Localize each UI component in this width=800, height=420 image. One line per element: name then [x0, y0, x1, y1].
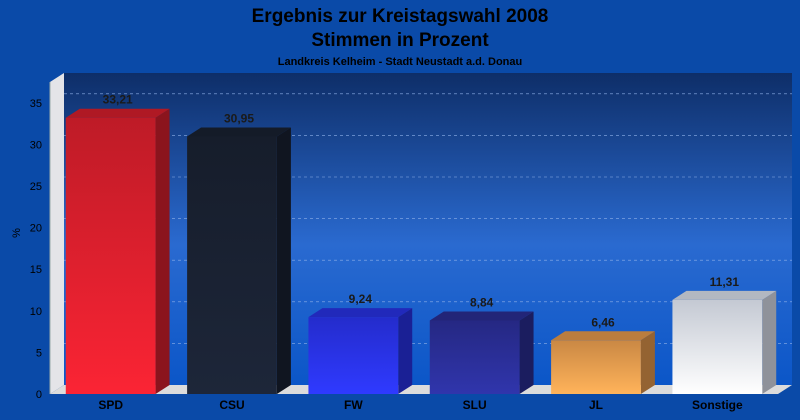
x-tick-label: CSU	[219, 398, 244, 412]
bar-top	[308, 308, 413, 318]
bar-side	[762, 290, 777, 394]
bar-jl	[551, 331, 655, 394]
y-tick-label: 0	[36, 389, 42, 401]
bar-side	[276, 127, 291, 394]
x-tick-label: Sonstige	[692, 398, 743, 412]
data-label: 11,31	[710, 275, 740, 289]
bar-slu	[429, 311, 534, 394]
bar-top	[551, 331, 655, 341]
data-label: 33,21	[103, 93, 133, 107]
data-label: 6,46	[591, 315, 615, 329]
y-tick-label: 5	[36, 347, 42, 359]
chart-subtitle: Landkreis Kelheim - Stadt Neustadt a.d. …	[278, 56, 523, 68]
chart-title-line2: Stimmen in Prozent	[311, 30, 489, 51]
bar-fw	[308, 308, 413, 394]
bar-front	[429, 320, 520, 394]
bar-top	[429, 311, 534, 321]
data-label: 8,84	[470, 295, 494, 309]
bar-front	[65, 117, 156, 394]
bar-front	[551, 340, 641, 394]
bar-front	[672, 299, 763, 394]
bar-side	[155, 108, 170, 394]
bar-side	[519, 311, 534, 394]
bar-side	[398, 308, 413, 394]
plot-area	[64, 73, 792, 385]
x-tick-label: SPD	[98, 398, 123, 412]
bar-front	[187, 136, 277, 394]
y-axis-label: %	[11, 228, 23, 238]
bar-top	[187, 127, 291, 137]
y-tick-label: 25	[30, 181, 42, 193]
y-tick-label: 35	[30, 98, 42, 110]
bar-sonstige	[672, 290, 777, 394]
x-tick-label: SLU	[463, 398, 487, 412]
bar-top	[672, 290, 777, 300]
left-wall	[50, 73, 64, 394]
bar-csu	[187, 127, 291, 394]
y-tick-label: 30	[30, 139, 42, 151]
data-label: 9,24	[349, 292, 373, 306]
bar-side	[640, 331, 655, 394]
chart-title: Ergebnis zur Kreistagswahl 2008	[252, 6, 549, 27]
bar-front	[308, 317, 399, 394]
bar-spd	[65, 108, 170, 394]
data-label: 30,95	[224, 111, 254, 125]
x-tick-label: JL	[589, 398, 603, 412]
y-tick-label: 10	[30, 306, 42, 318]
y-tick-label: 15	[30, 264, 42, 276]
y-tick-label: 20	[30, 223, 42, 235]
bar-top	[65, 108, 170, 118]
x-tick-label: FW	[344, 398, 363, 412]
